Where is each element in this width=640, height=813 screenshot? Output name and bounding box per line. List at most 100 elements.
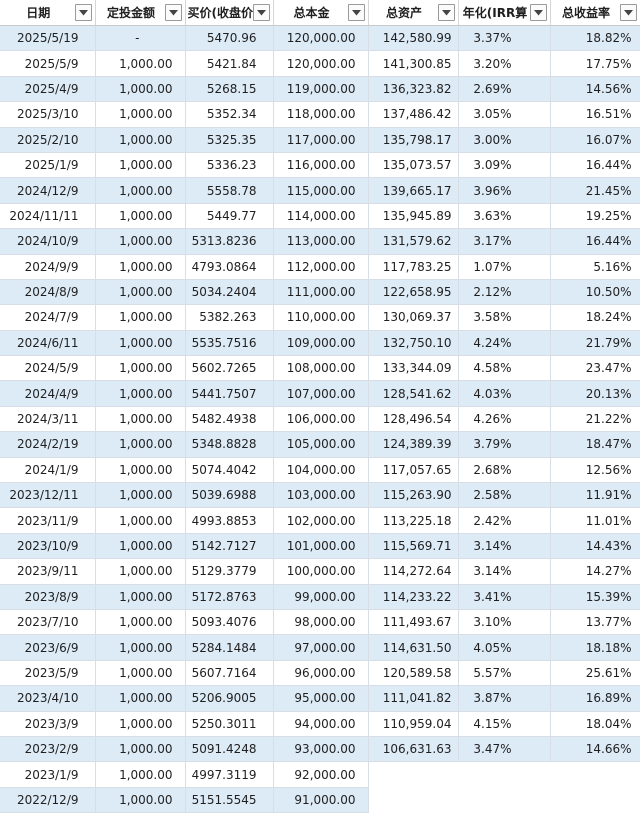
cell-amount[interactable]: 1,000.00 xyxy=(95,533,186,560)
cell-date[interactable]: 2022/12/9 xyxy=(0,787,96,813)
cell-date[interactable]: 2025/2/10 xyxy=(0,127,96,153)
cell-amount[interactable]: 1,000.00 xyxy=(95,355,186,382)
cell-total-return[interactable]: 18.47% xyxy=(550,431,640,458)
cell-total-return[interactable]: 16.07% xyxy=(550,127,640,153)
cell-total-return[interactable]: 16.44% xyxy=(550,152,640,179)
cell-principal[interactable]: 120,000.00 xyxy=(273,25,369,52)
cell-principal[interactable]: 108,000.00 xyxy=(273,355,369,382)
cell-irr[interactable]: 2.42% xyxy=(458,507,551,534)
cell-date[interactable]: 2023/12/11 xyxy=(0,482,96,509)
cell-principal[interactable]: 103,000.00 xyxy=(273,482,369,509)
filter-dropdown-icon[interactable] xyxy=(529,4,547,21)
cell-principal[interactable]: 116,000.00 xyxy=(273,152,369,179)
cell-irr[interactable]: 3.87% xyxy=(458,685,551,712)
cell-amount[interactable]: 1,000.00 xyxy=(95,50,186,77)
cell-amount[interactable]: 1,000.00 xyxy=(95,406,186,433)
cell-total-return[interactable]: 19.25% xyxy=(550,203,640,230)
cell-irr[interactable]: 3.00% xyxy=(458,127,551,153)
cell-buy-price[interactable]: 5558.78 xyxy=(185,177,274,204)
cell-date[interactable]: 2023/6/9 xyxy=(0,634,96,661)
cell-principal[interactable]: 100,000.00 xyxy=(273,558,369,585)
cell-date[interactable]: 2025/5/19 xyxy=(0,25,96,52)
cell-total-return[interactable]: 16.44% xyxy=(550,228,640,255)
cell-principal[interactable]: 94,000.00 xyxy=(273,711,369,737)
cell-total-assets[interactable]: 115,263.90 xyxy=(368,482,459,509)
cell-amount[interactable]: 1,000.00 xyxy=(95,177,186,204)
cell-date[interactable]: 2023/10/9 xyxy=(0,533,96,560)
cell-date[interactable]: 2025/4/9 xyxy=(0,76,96,103)
cell-principal[interactable]: 114,000.00 xyxy=(273,203,369,230)
cell-irr[interactable]: 2.68% xyxy=(458,457,551,484)
cell-buy-price[interactable]: 5449.77 xyxy=(185,203,274,230)
cell-total-assets[interactable]: 106,631.63 xyxy=(368,736,459,763)
cell-total-assets[interactable]: 141,300.85 xyxy=(368,50,459,77)
cell-amount[interactable]: 1,000.00 xyxy=(95,76,186,103)
cell-date[interactable]: 2024/4/9 xyxy=(0,380,96,407)
cell-buy-price[interactable]: 5535.7516 xyxy=(185,330,274,357)
cell-date[interactable]: 2024/2/19 xyxy=(0,431,96,458)
cell-irr[interactable]: 4.24% xyxy=(458,330,551,357)
cell-principal[interactable]: 96,000.00 xyxy=(273,660,369,687)
cell-total-return[interactable]: 11.91% xyxy=(550,482,640,509)
cell-principal[interactable]: 110,000.00 xyxy=(273,304,369,331)
cell-amount[interactable]: 1,000.00 xyxy=(95,507,186,534)
cell-principal[interactable]: 102,000.00 xyxy=(273,507,369,534)
cell-amount[interactable]: 1,000.00 xyxy=(95,101,186,128)
cell-principal[interactable]: 119,000.00 xyxy=(273,76,369,103)
cell-principal[interactable]: 101,000.00 xyxy=(273,533,369,560)
cell-irr[interactable]: 4.58% xyxy=(458,355,551,382)
cell-buy-price[interactable]: 5470.96 xyxy=(185,25,274,52)
cell-total-return[interactable]: 23.47% xyxy=(550,355,640,382)
cell-buy-price[interactable]: 5441.7507 xyxy=(185,380,274,407)
cell-total-assets[interactable]: 110,959.04 xyxy=(368,711,459,737)
cell-irr[interactable]: 4.03% xyxy=(458,380,551,407)
cell-principal[interactable]: 113,000.00 xyxy=(273,228,369,255)
cell-amount[interactable]: 1,000.00 xyxy=(95,660,186,687)
cell-irr[interactable] xyxy=(458,787,551,813)
cell-amount[interactable]: 1,000.00 xyxy=(95,152,186,179)
cell-total-return[interactable] xyxy=(550,787,640,813)
cell-total-assets[interactable]: 128,496.54 xyxy=(368,406,459,433)
cell-principal[interactable]: 107,000.00 xyxy=(273,380,369,407)
cell-date[interactable]: 2023/4/10 xyxy=(0,685,96,712)
cell-buy-price[interactable]: 5250.3011 xyxy=(185,711,274,737)
cell-date[interactable]: 2023/1/9 xyxy=(0,761,96,788)
cell-date[interactable]: 2023/3/9 xyxy=(0,711,96,737)
cell-irr[interactable]: 4.05% xyxy=(458,634,551,661)
cell-buy-price[interactable]: 5352.34 xyxy=(185,101,274,128)
cell-buy-price[interactable]: 5482.4938 xyxy=(185,406,274,433)
cell-total-assets[interactable]: 130,069.37 xyxy=(368,304,459,331)
cell-irr[interactable]: 3.10% xyxy=(458,609,551,636)
cell-buy-price[interactable]: 5336.23 xyxy=(185,152,274,179)
cell-total-return[interactable]: 18.24% xyxy=(550,304,640,331)
cell-amount[interactable]: 1,000.00 xyxy=(95,304,186,331)
cell-buy-price[interactable]: 5039.6988 xyxy=(185,482,274,509)
cell-amount[interactable]: 1,000.00 xyxy=(95,127,186,153)
cell-amount[interactable]: 1,000.00 xyxy=(95,279,186,306)
cell-buy-price[interactable]: 4793.0864 xyxy=(185,254,274,280)
cell-amount[interactable]: 1,000.00 xyxy=(95,584,186,610)
cell-irr[interactable]: 4.15% xyxy=(458,711,551,737)
cell-principal[interactable]: 92,000.00 xyxy=(273,761,369,788)
cell-date[interactable]: 2024/9/9 xyxy=(0,254,96,280)
cell-principal[interactable]: 99,000.00 xyxy=(273,584,369,610)
cell-total-assets[interactable]: 111,041.82 xyxy=(368,685,459,712)
cell-total-return[interactable]: 16.89% xyxy=(550,685,640,712)
cell-total-assets[interactable]: 133,344.09 xyxy=(368,355,459,382)
cell-principal[interactable]: 105,000.00 xyxy=(273,431,369,458)
cell-date[interactable]: 2023/9/11 xyxy=(0,558,96,585)
cell-irr[interactable]: 3.14% xyxy=(458,558,551,585)
cell-buy-price[interactable]: 5348.8828 xyxy=(185,431,274,458)
cell-total-assets[interactable]: 137,486.42 xyxy=(368,101,459,128)
filter-dropdown-icon[interactable] xyxy=(437,4,455,21)
cell-principal[interactable]: 118,000.00 xyxy=(273,101,369,128)
cell-buy-price[interactable]: 5093.4076 xyxy=(185,609,274,636)
cell-total-return[interactable]: 18.82% xyxy=(550,25,640,52)
cell-total-return[interactable]: 14.43% xyxy=(550,533,640,560)
cell-amount[interactable]: 1,000.00 xyxy=(95,330,186,357)
cell-total-assets[interactable]: 111,493.67 xyxy=(368,609,459,636)
cell-total-return[interactable]: 21.79% xyxy=(550,330,640,357)
cell-irr[interactable]: 2.69% xyxy=(458,76,551,103)
cell-irr[interactable]: 3.09% xyxy=(458,152,551,179)
cell-total-return[interactable]: 17.75% xyxy=(550,50,640,77)
